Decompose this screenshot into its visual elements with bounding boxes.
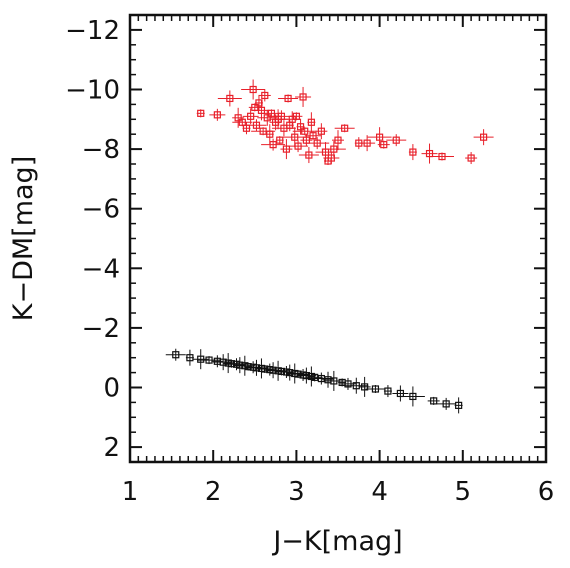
data-point — [273, 110, 290, 123]
data-points — [165, 79, 494, 414]
data-point — [323, 370, 344, 391]
y-tick-label: −4 — [82, 254, 120, 284]
data-point — [383, 385, 392, 398]
data-point — [332, 130, 344, 151]
data-point — [275, 367, 288, 376]
data-point — [465, 152, 478, 165]
data-point — [295, 86, 312, 107]
y-tick-label: −10 — [65, 76, 120, 106]
data-point — [232, 118, 253, 127]
data-point — [454, 397, 463, 414]
data-point — [296, 367, 317, 384]
data-point — [430, 152, 454, 161]
data-point — [244, 362, 253, 371]
data-point — [280, 139, 293, 160]
data-point — [254, 365, 275, 374]
data-point — [285, 364, 294, 381]
data-point — [309, 372, 334, 385]
data-point — [213, 354, 234, 371]
data-point — [315, 123, 328, 140]
data-point — [365, 384, 386, 393]
data-point — [217, 90, 242, 107]
data-point — [233, 357, 246, 374]
x-tick-label: 2 — [205, 477, 222, 507]
data-point — [408, 144, 417, 161]
data-point — [258, 89, 271, 102]
data-point — [421, 143, 438, 164]
data-point — [321, 141, 346, 158]
data-point — [334, 124, 355, 133]
data-point — [323, 152, 340, 165]
data-point — [185, 349, 194, 366]
data-point — [359, 135, 376, 152]
data-point — [400, 386, 425, 407]
x-tick-label: 6 — [538, 477, 555, 507]
data-point — [275, 136, 284, 145]
x-tick-label: 5 — [455, 477, 472, 507]
data-point — [261, 138, 286, 151]
data-point — [232, 107, 245, 128]
data-point — [473, 129, 494, 146]
data-point — [386, 134, 407, 147]
axes: 1 2 3 4 5 6−12−10−8−6−4−202 — [65, 13, 555, 507]
data-point — [241, 79, 266, 100]
data-point — [242, 122, 251, 135]
data-point — [436, 397, 457, 410]
data-point — [358, 376, 371, 397]
plot-frame — [128, 13, 548, 464]
data-point — [209, 108, 226, 121]
data-point — [265, 124, 274, 145]
data-point — [392, 385, 409, 402]
data-point — [367, 127, 392, 148]
data-point — [242, 108, 259, 125]
data-point — [257, 109, 278, 126]
data-point — [377, 140, 390, 149]
data-point — [298, 147, 319, 164]
data-point — [296, 118, 305, 135]
data-point — [290, 112, 303, 121]
x-tick-label: 1 — [122, 477, 139, 507]
data-point — [307, 112, 316, 133]
x-tick-label: 3 — [288, 477, 305, 507]
data-point — [165, 348, 186, 361]
x-axis-label: J−K[mag] — [271, 526, 402, 557]
data-point — [263, 109, 280, 118]
y-tick-label: 2 — [103, 433, 120, 463]
y-tick-label: −6 — [82, 195, 120, 225]
y-tick-label: −8 — [82, 135, 120, 165]
data-point — [196, 109, 205, 118]
y-tick-label: −2 — [82, 314, 120, 344]
data-point — [322, 371, 335, 388]
data-point — [246, 119, 267, 132]
data-point — [288, 140, 309, 153]
data-point — [305, 131, 322, 140]
data-point — [306, 373, 323, 382]
y-axis-label: K−DM[mag] — [8, 156, 39, 321]
y-tick-label: −12 — [65, 16, 120, 46]
y-tick-label: 0 — [103, 374, 120, 404]
data-point — [292, 127, 317, 136]
data-point — [427, 396, 440, 405]
x-tick-label: 4 — [371, 477, 388, 507]
data-point — [278, 94, 299, 103]
